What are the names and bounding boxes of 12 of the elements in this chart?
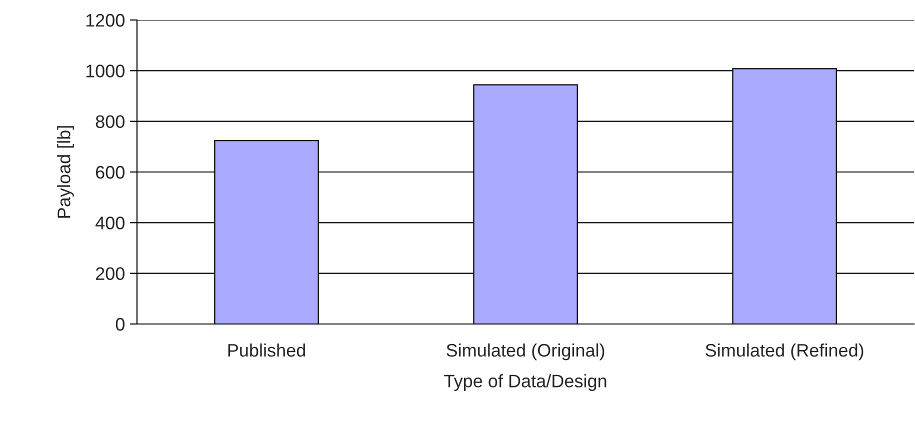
x-tick-label: Simulated (Original) — [446, 343, 604, 360]
y-tick-label: 1200 — [86, 14, 124, 27]
x-axis-title: Type of Data/Design — [444, 374, 606, 391]
x-tick-label: Published — [228, 343, 306, 357]
y-tick-label: 200 — [96, 267, 124, 280]
y-tick-label: 600 — [96, 166, 124, 179]
y-tick-label: 0 — [116, 318, 124, 331]
y-axis-title: Payload [lb] — [57, 126, 74, 218]
y-tick-label: 1000 — [86, 64, 124, 78]
y-tick-label: 400 — [95, 216, 124, 230]
x-tick-label: Simulated (Refined) — [706, 343, 864, 360]
y-tick-label: 800 — [96, 115, 124, 128]
